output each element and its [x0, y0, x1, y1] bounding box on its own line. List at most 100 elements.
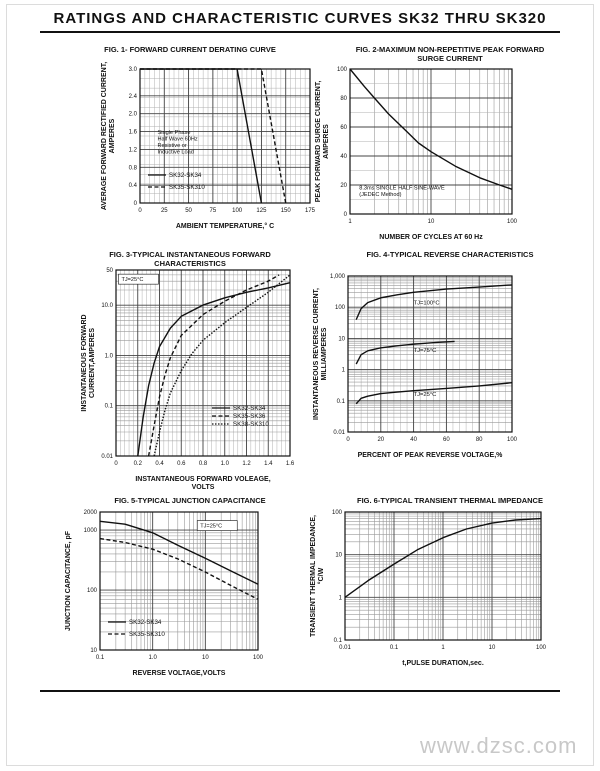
fig1-xtick-label: 100: [232, 208, 243, 214]
fig1-ytick-label: 2.0: [129, 112, 138, 118]
fig1-xlabel: AMBIENT TEMPERATURE,° C: [176, 222, 274, 230]
fig1-series-0-line: [140, 68, 263, 204]
fig4-ylabel: INSTANTANEOUS REVERSE CURRENT,MILLIAMPER…: [313, 288, 328, 420]
fig4-svg: 0 20 40 60 80 100 0.01 0.1 1 10 100 1,000 PERCENT OF…: [313, 274, 518, 459]
fig2-ytick-label: 100: [337, 67, 348, 73]
fig4-ytick-label: 1: [342, 368, 346, 374]
fig3-ytick-label: 0.1: [105, 404, 114, 410]
fig6-ytick-label: 100: [332, 510, 343, 516]
fig1-panel: FIG. 1- FORWARD CURRENT DERATING CURVE 0 2…: [40, 45, 340, 260]
fig4-xtick-label: 0: [346, 437, 350, 443]
fig1-ytick-label: 0.8: [129, 165, 138, 171]
fig4-series-1-line: [355, 340, 455, 365]
fig5-annotation-box: [196, 520, 238, 531]
fig6-xtick-label: 0.01: [339, 645, 351, 651]
fig1-ytick-label: 0: [134, 201, 138, 207]
fig3-svg: 0 0.2 0.4 0.6 0.8 1.0 1.2 1.4 1.6 0.01 0.1 1.0 10.0 5…: [81, 268, 295, 491]
fig3-xtick-label: 0.6: [177, 461, 186, 467]
fig5-panel: FIG. 5-TYPICAL JUNCTION CAPACITANCE 0.1 1.…: [40, 496, 340, 711]
page-title: RATINGS AND CHARACTERISTIC CURVES SK32 T…: [53, 10, 547, 27]
fig6-ytick-label: 10: [335, 553, 342, 559]
fig5-xtick-label: 1.0: [148, 655, 157, 661]
fig1-ytick-label: 0.4: [129, 183, 138, 189]
fig2-xlabel: NUMBER OF CYCLES AT 60 Hz: [379, 234, 483, 241]
fig1-ytick-label: 1.2: [129, 147, 138, 153]
fig3-legend-label: SK35-SK36: [233, 413, 266, 420]
fig4-xlabel: PERCENT OF PEAK REVERSE VOLTAGE,%: [358, 452, 504, 459]
fig6-title: FIG. 6-TYPICAL TRANSIENT THERMAL IMPEDAN…: [357, 496, 543, 505]
fig2-title: FIG. 2-MAXIMUM NON-REPETITIVE PEAK FORWA…: [355, 45, 545, 63]
fig3-xlabel: INSTANTANEOUS FORWARD VOLEAGE, VOLTS: [135, 476, 270, 491]
fig3-xtick-label: 0.8: [199, 461, 208, 467]
fig2-svg: 1 10 100 0 20 40 60 80 100 NUMBER OF CYCLES AT 60…: [315, 67, 518, 241]
fig3-xtick-label: 1.4: [264, 461, 273, 467]
title-rule-bottom: [40, 690, 560, 692]
fig4-ytick-label: 10: [338, 336, 345, 342]
fig3-legend-label: SK32-SK34: [233, 405, 266, 412]
fig3-series-2-line: [153, 274, 291, 457]
fig4-xtick-label: 80: [476, 437, 483, 443]
fig1-ylabel: AVERAGE FORWARD RECTIFIED CURRENT,AMPERE…: [101, 62, 116, 210]
fig1-xtick-label: 150: [281, 208, 292, 214]
fig6-frame: [344, 511, 542, 641]
fig3-frame: [115, 269, 291, 457]
fig1-xtick-label: 75: [210, 208, 217, 214]
fig4-title: FIG. 4-TYPICAL REVERSE CHARACTERISTICS: [366, 250, 534, 259]
fig3-xtick-label: 0: [114, 461, 118, 467]
fig5-grid: [99, 511, 259, 651]
fig5-legend-label: SK32-SK34: [129, 619, 162, 626]
fig4-xtick-label: 60: [443, 437, 450, 443]
fig1-annotation: Single Phase Half Wave 60Hz Resistive or In…: [157, 130, 197, 156]
fig3-xtick-label: 0.2: [134, 461, 143, 467]
fig1-legend-label: SK32-SK34: [169, 172, 202, 179]
fig4-ytick-label: 0.1: [337, 399, 346, 405]
fig2-annotation: 8.3ms SINGLE HALF SINE-WAVE (JEDEC Method…: [359, 185, 445, 198]
fig2-ytick-label: 40: [340, 154, 347, 160]
fig6-xtick-label: 10: [489, 645, 496, 651]
fig5-ytick-label: 2000: [84, 510, 98, 516]
fig6-xtick-label: 1: [441, 645, 445, 651]
fig4-series-0-line: [355, 284, 513, 320]
fig3-ytick-label: 0.01: [101, 454, 113, 460]
fig4-xtick-label: 40: [410, 437, 417, 443]
fig4-frame: [347, 275, 513, 433]
fig3-xtick-label: 1.2: [242, 461, 251, 467]
fig4-xtick-label: 20: [377, 437, 384, 443]
fig5-xlabel: REVERSE VOLTAGE,VOLTS: [133, 670, 226, 677]
fig6-panel: FIG. 6-TYPICAL TRANSIENT THERMAL IMPEDAN…: [300, 496, 600, 711]
fig5-ylabel: JUNCTION CAPACITANCE, pF: [65, 530, 72, 631]
fig3-ytick-label: 50: [106, 268, 113, 274]
fig1-svg: 0 25 50 75 100 125 150 175 0 0.4 0.8 1.2 1.6 2.0 2.4 3.…: [101, 62, 316, 230]
fig1-xtick-label: 25: [161, 208, 168, 214]
fig3-ytick-label: 1.0: [105, 353, 114, 359]
fig2-xtick-label: 1: [348, 219, 352, 225]
fig1-xtick-label: 50: [185, 208, 192, 214]
fig4-ytick-label: 0.01: [333, 430, 345, 436]
fig5-frame: [99, 511, 259, 651]
fig1-ytick-label: 3.0: [129, 67, 138, 73]
fig5-ytick-label: 10: [90, 648, 97, 654]
fig1-series-1-line: [140, 68, 287, 204]
fig1-legend-label: SK35-SK310: [169, 184, 205, 191]
fig6-ytick-label: 1: [339, 595, 343, 601]
fig3-legend-label: SK38-SK310: [233, 421, 269, 428]
fig4-curve-label: TJ=25°C: [414, 392, 437, 398]
fig5-series-1-line: [99, 537, 259, 600]
fig1-xtick-label: 0: [138, 208, 142, 214]
fig3-panel: FIG. 3-TYPICAL INSTANTANEOUS FORWARD CHA…: [40, 250, 340, 491]
fig1-xtick-label: 175: [305, 208, 316, 214]
fig1-ytick-label: 1.6: [129, 130, 138, 136]
fig2-series-0-line: [349, 68, 513, 190]
fig2-panel: FIG. 2-MAXIMUM NON-REPETITIVE PEAK FORWA…: [300, 45, 600, 260]
fig6-xtick-label: 0.1: [390, 645, 399, 651]
fig4-curve-label: TJ=75°C: [414, 348, 437, 354]
fig2-xtick-label: 100: [507, 219, 518, 225]
fig2-ylabel: PEAK FORWARD SURGE CURRENT,AMPERES: [315, 81, 330, 203]
fig1-title: FIG. 1- FORWARD CURRENT DERATING CURVE: [104, 45, 276, 54]
fig4-series-2-line: [355, 382, 513, 405]
fig6-xtick-label: 100: [536, 645, 547, 651]
fig6-series-0-line: [344, 517, 542, 598]
fig3-ylabel: INSTANTANEOUS FORWARDCURRENT,AMPERES: [81, 314, 96, 411]
fig6-grid: [344, 511, 542, 641]
